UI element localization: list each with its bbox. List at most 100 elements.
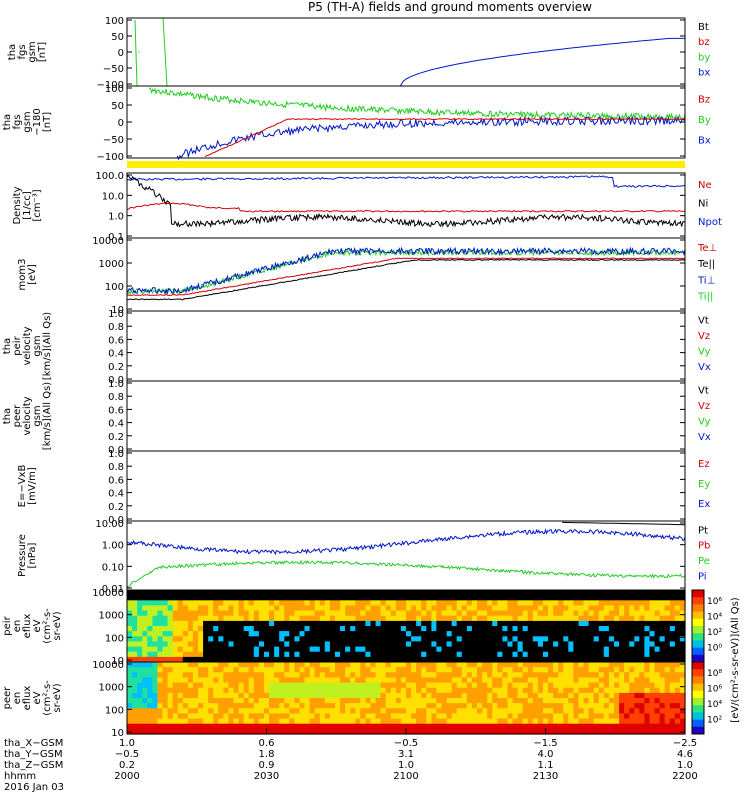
y-tick-label: 0.01 bbox=[102, 584, 124, 595]
y-tick-label: 1.00 bbox=[102, 541, 124, 552]
legend-entry: Pe bbox=[698, 556, 710, 567]
panel-peer_velocity bbox=[126, 380, 686, 452]
date-label: 2016 Jan 03 bbox=[4, 782, 64, 793]
y-tick-label: 1000 bbox=[99, 683, 124, 694]
y-axis-label: Pressure bbox=[17, 534, 28, 577]
legend-entry: Ex bbox=[698, 499, 710, 510]
y-tick-label: 0.6 bbox=[108, 335, 124, 346]
y-axis-label: fgs bbox=[17, 44, 28, 59]
y-axis-label: (cm²-s- bbox=[42, 608, 53, 644]
x-tick-label: 2100 bbox=[393, 771, 418, 782]
legend-entry: Vx bbox=[698, 432, 711, 443]
legend-entry: Vt bbox=[698, 385, 709, 396]
legend-entry: Npot bbox=[698, 217, 722, 228]
y-tick-label: 1000 bbox=[99, 259, 124, 270]
colorbar-label: [eV/(cm²-s-sr-eV)](All Qs) bbox=[730, 597, 741, 722]
legend-entry: Ey bbox=[698, 479, 710, 490]
y-tick-label: 50 bbox=[111, 32, 124, 43]
colorbar-tick-label: 10⁴ bbox=[707, 613, 722, 623]
y-axis-label: velocity bbox=[22, 396, 33, 435]
legend-entry: Ez bbox=[698, 459, 710, 470]
colorbar-peer_eflux bbox=[691, 661, 705, 735]
y-axis-label: tha bbox=[2, 338, 13, 354]
legend-entry: Ne bbox=[698, 180, 712, 191]
y-tick-label: 100 bbox=[105, 705, 124, 716]
trace-Ti-perp bbox=[126, 246, 686, 296]
trace-bx bbox=[399, 37, 685, 87]
trace-Ti-par bbox=[126, 248, 686, 295]
y-axis-label: [1/cc] bbox=[22, 191, 33, 220]
y-axis-label: tha bbox=[0, 690, 3, 706]
y-tick-label: 1000 bbox=[99, 611, 124, 622]
y-tick-label: 0.8 bbox=[108, 392, 124, 403]
y-tick-label: 100 bbox=[105, 282, 124, 293]
x-tick-label: 1.8 bbox=[259, 749, 275, 760]
panel-efield bbox=[126, 450, 686, 522]
legend-entry: Vx bbox=[698, 362, 711, 373]
x-axis-row-label: tha_Z−GSM bbox=[4, 760, 63, 771]
x-axis-row-label: hhmm bbox=[4, 771, 36, 782]
colorbar-tick-label: 10⁶ bbox=[707, 597, 722, 607]
y-tick-label: 0.10 bbox=[102, 562, 124, 573]
trace-Pi bbox=[126, 528, 686, 556]
colorbar-tick-label: 10⁰ bbox=[707, 644, 722, 654]
y-axis-label: eV bbox=[32, 691, 43, 704]
legend-entry: Te|| bbox=[697, 259, 715, 270]
y-tick-label: 10000 bbox=[92, 588, 124, 599]
y-axis-label: E=−VxB bbox=[17, 465, 28, 508]
y-axis-label: gsm bbox=[32, 335, 43, 356]
y-tick-label: 1.0 bbox=[108, 212, 124, 223]
x-tick-label: 1.0 bbox=[119, 738, 135, 749]
y-axis-label: [mV/m] bbox=[27, 467, 38, 505]
y-axis-label: peir bbox=[2, 615, 13, 635]
y-tick-label: 10 bbox=[111, 305, 124, 316]
x-tick-label: 2030 bbox=[254, 771, 279, 782]
y-axis-label: fgs bbox=[12, 114, 23, 129]
x-tick-label: −0.5 bbox=[394, 738, 418, 749]
y-axis-label: sr-eV) bbox=[52, 683, 63, 712]
y-axis-label: velocity bbox=[22, 326, 33, 365]
x-tick-label: 4.6 bbox=[677, 749, 693, 760]
y-tick-label: 1.0 bbox=[108, 449, 124, 460]
trace-Pt bbox=[562, 521, 686, 526]
page-title: P5 (TH-A) fields and ground moments over… bbox=[308, 0, 592, 14]
y-tick-label: 50 bbox=[111, 101, 124, 112]
legend-entry: By bbox=[698, 115, 711, 126]
legend-entry: Pi bbox=[698, 571, 707, 582]
y-tick-label: −50 bbox=[103, 135, 124, 146]
trace-Ne bbox=[126, 202, 686, 213]
y-axis-label: peir bbox=[12, 335, 23, 355]
y-tick-label: 100 bbox=[105, 84, 124, 95]
x-tick-label: 4.0 bbox=[538, 749, 554, 760]
x-tick-label: 0.2 bbox=[119, 760, 135, 771]
y-axis-label: gsm bbox=[22, 111, 33, 132]
colorbar-tick-label: 10² bbox=[707, 628, 722, 638]
y-tick-label: 100 bbox=[105, 633, 124, 644]
y-tick-label: 10 bbox=[111, 728, 124, 739]
colorbar-peir_eflux bbox=[691, 589, 705, 663]
y-axis-label: en bbox=[12, 620, 23, 633]
y-axis-label: mom3 bbox=[17, 259, 28, 291]
x-tick-label: 2130 bbox=[533, 771, 558, 782]
y-axis-label: gsm bbox=[27, 41, 38, 62]
x-tick-label: 1.0 bbox=[677, 760, 693, 771]
x-tick-label: 1.0 bbox=[398, 760, 414, 771]
panel-density bbox=[126, 172, 686, 239]
y-tick-label: −100 bbox=[97, 152, 124, 163]
y-axis-label: eflux bbox=[22, 686, 33, 711]
y-axis-label: eflux bbox=[22, 614, 33, 639]
y-tick-label: 0.0 bbox=[108, 515, 124, 526]
y-tick-label: 0.8 bbox=[108, 462, 124, 473]
y-tick-label: −50 bbox=[103, 64, 124, 75]
legend-entry: Ti⊥ bbox=[697, 275, 715, 286]
colorbar-tick-label: 10² bbox=[707, 716, 722, 726]
legend-entry: Bx bbox=[698, 136, 711, 147]
y-axis-label: −180 bbox=[32, 108, 43, 135]
y-tick-label: 10.00 bbox=[95, 519, 124, 530]
y-axis-label: tha bbox=[2, 114, 13, 130]
y-axis-label: en bbox=[12, 692, 23, 705]
trace-Te-perp bbox=[127, 257, 686, 296]
x-tick-label: −1.5 bbox=[533, 738, 557, 749]
legend-entry: Pb bbox=[698, 541, 710, 552]
